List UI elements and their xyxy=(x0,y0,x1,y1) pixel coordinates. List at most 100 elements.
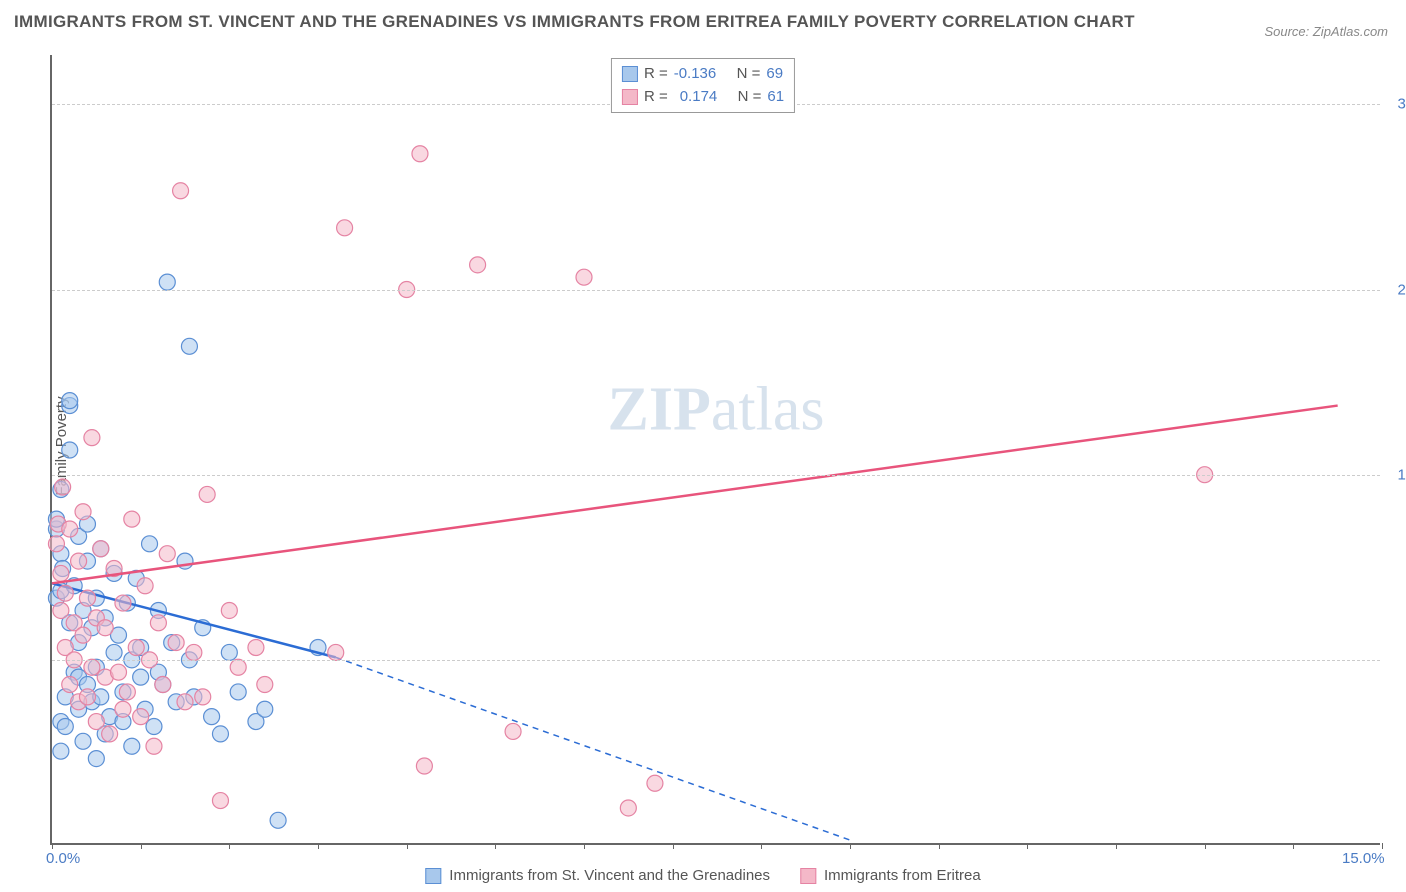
scatter-point xyxy=(53,602,69,618)
scatter-point xyxy=(97,620,113,636)
scatter-point xyxy=(84,659,100,675)
legend-swatch-blue xyxy=(622,66,638,82)
legend-series-2: Immigrants from Eritrea xyxy=(800,867,981,884)
chart-title: IMMIGRANTS FROM ST. VINCENT AND THE GREN… xyxy=(14,12,1135,32)
x-tick-mark xyxy=(939,843,940,849)
scatter-point xyxy=(199,486,215,502)
scatter-point xyxy=(337,220,353,236)
x-tick-mark xyxy=(584,843,585,849)
scatter-point xyxy=(111,664,127,680)
x-tick-mark xyxy=(1116,843,1117,849)
scatter-point xyxy=(62,393,78,409)
correlation-chart: IMMIGRANTS FROM ST. VINCENT AND THE GREN… xyxy=(0,0,1406,892)
x-tick-mark xyxy=(1293,843,1294,849)
legend-swatch-pink xyxy=(622,89,638,105)
series-name-2: Immigrants from Eritrea xyxy=(824,867,981,884)
scatter-point xyxy=(133,709,149,725)
trend-line xyxy=(52,406,1338,584)
x-tick-mark xyxy=(407,843,408,849)
scatter-point xyxy=(470,257,486,273)
x-tick-mark xyxy=(1382,843,1383,849)
scatter-point xyxy=(115,595,131,611)
scatter-point xyxy=(53,565,69,581)
scatter-point xyxy=(88,751,104,767)
n-label-2: N = xyxy=(738,86,762,109)
scatter-point xyxy=(204,709,220,725)
scatter-point xyxy=(119,684,135,700)
scatter-point xyxy=(142,536,158,552)
r-value-2: 0.174 xyxy=(674,86,718,109)
scatter-point xyxy=(62,521,78,537)
x-tick-mark xyxy=(1027,843,1028,849)
scatter-point xyxy=(195,689,211,705)
y-tick-label: 22.5% xyxy=(1385,281,1406,298)
scatter-point xyxy=(328,644,344,660)
plot-svg xyxy=(52,55,1380,843)
x-tick-mark xyxy=(1205,843,1206,849)
scatter-point xyxy=(159,546,175,562)
scatter-point xyxy=(62,442,78,458)
scatter-point xyxy=(150,615,166,631)
scatter-point xyxy=(93,541,109,557)
n-value-1: 69 xyxy=(766,63,783,86)
scatter-point xyxy=(230,659,246,675)
scatter-point xyxy=(257,677,273,693)
n-value-2: 61 xyxy=(767,86,784,109)
legend-series: Immigrants from St. Vincent and the Gren… xyxy=(425,867,980,884)
r-label-2: R = xyxy=(644,86,668,109)
x-tick-mark xyxy=(141,843,142,849)
scatter-point xyxy=(620,800,636,816)
scatter-point xyxy=(505,723,521,739)
scatter-point xyxy=(212,793,228,809)
legend-stats-row-1: R = -0.136 N = 69 xyxy=(622,63,784,86)
scatter-point xyxy=(647,775,663,791)
scatter-point xyxy=(62,677,78,693)
gridline xyxy=(52,290,1380,291)
scatter-point xyxy=(133,669,149,685)
scatter-point xyxy=(48,536,64,552)
x-tick-mark xyxy=(673,843,674,849)
scatter-point xyxy=(146,719,162,735)
trend-line-dashed xyxy=(336,657,850,840)
y-tick-label: 15.0% xyxy=(1385,466,1406,483)
scatter-point xyxy=(124,738,140,754)
scatter-point xyxy=(186,644,202,660)
scatter-point xyxy=(115,701,131,717)
scatter-point xyxy=(168,635,184,651)
plot-area: ZIPatlas 7.5%15.0%22.5%30.0%0.0%15.0% xyxy=(50,55,1380,845)
scatter-point xyxy=(173,183,189,199)
x-tick-mark xyxy=(52,843,53,849)
x-tick-mark xyxy=(318,843,319,849)
r-label-1: R = xyxy=(644,63,668,86)
x-tick-label: 15.0% xyxy=(1342,850,1385,867)
legend-swatch-blue-2 xyxy=(425,868,441,884)
r-value-1: -0.136 xyxy=(674,63,717,86)
x-tick-mark xyxy=(495,843,496,849)
legend-stats: R = -0.136 N = 69 R = 0.174 N = 61 xyxy=(611,58,795,113)
scatter-point xyxy=(102,726,118,742)
scatter-point xyxy=(75,504,91,520)
scatter-point xyxy=(79,689,95,705)
n-label-1: N = xyxy=(737,63,761,86)
series-name-1: Immigrants from St. Vincent and the Gren… xyxy=(449,867,770,884)
scatter-point xyxy=(412,146,428,162)
legend-stats-row-2: R = 0.174 N = 61 xyxy=(622,86,784,109)
scatter-point xyxy=(75,733,91,749)
scatter-point xyxy=(57,585,73,601)
scatter-point xyxy=(128,640,144,656)
scatter-point xyxy=(248,640,264,656)
scatter-point xyxy=(75,627,91,643)
y-tick-label: 7.5% xyxy=(1385,651,1406,668)
scatter-point xyxy=(53,743,69,759)
x-tick-mark xyxy=(229,843,230,849)
y-tick-label: 30.0% xyxy=(1385,96,1406,113)
scatter-point xyxy=(57,719,73,735)
scatter-point xyxy=(88,714,104,730)
x-tick-label: 0.0% xyxy=(46,850,80,867)
scatter-point xyxy=(257,701,273,717)
scatter-point xyxy=(230,684,246,700)
scatter-point xyxy=(124,511,140,527)
scatter-point xyxy=(221,644,237,660)
scatter-point xyxy=(84,430,100,446)
scatter-point xyxy=(416,758,432,774)
